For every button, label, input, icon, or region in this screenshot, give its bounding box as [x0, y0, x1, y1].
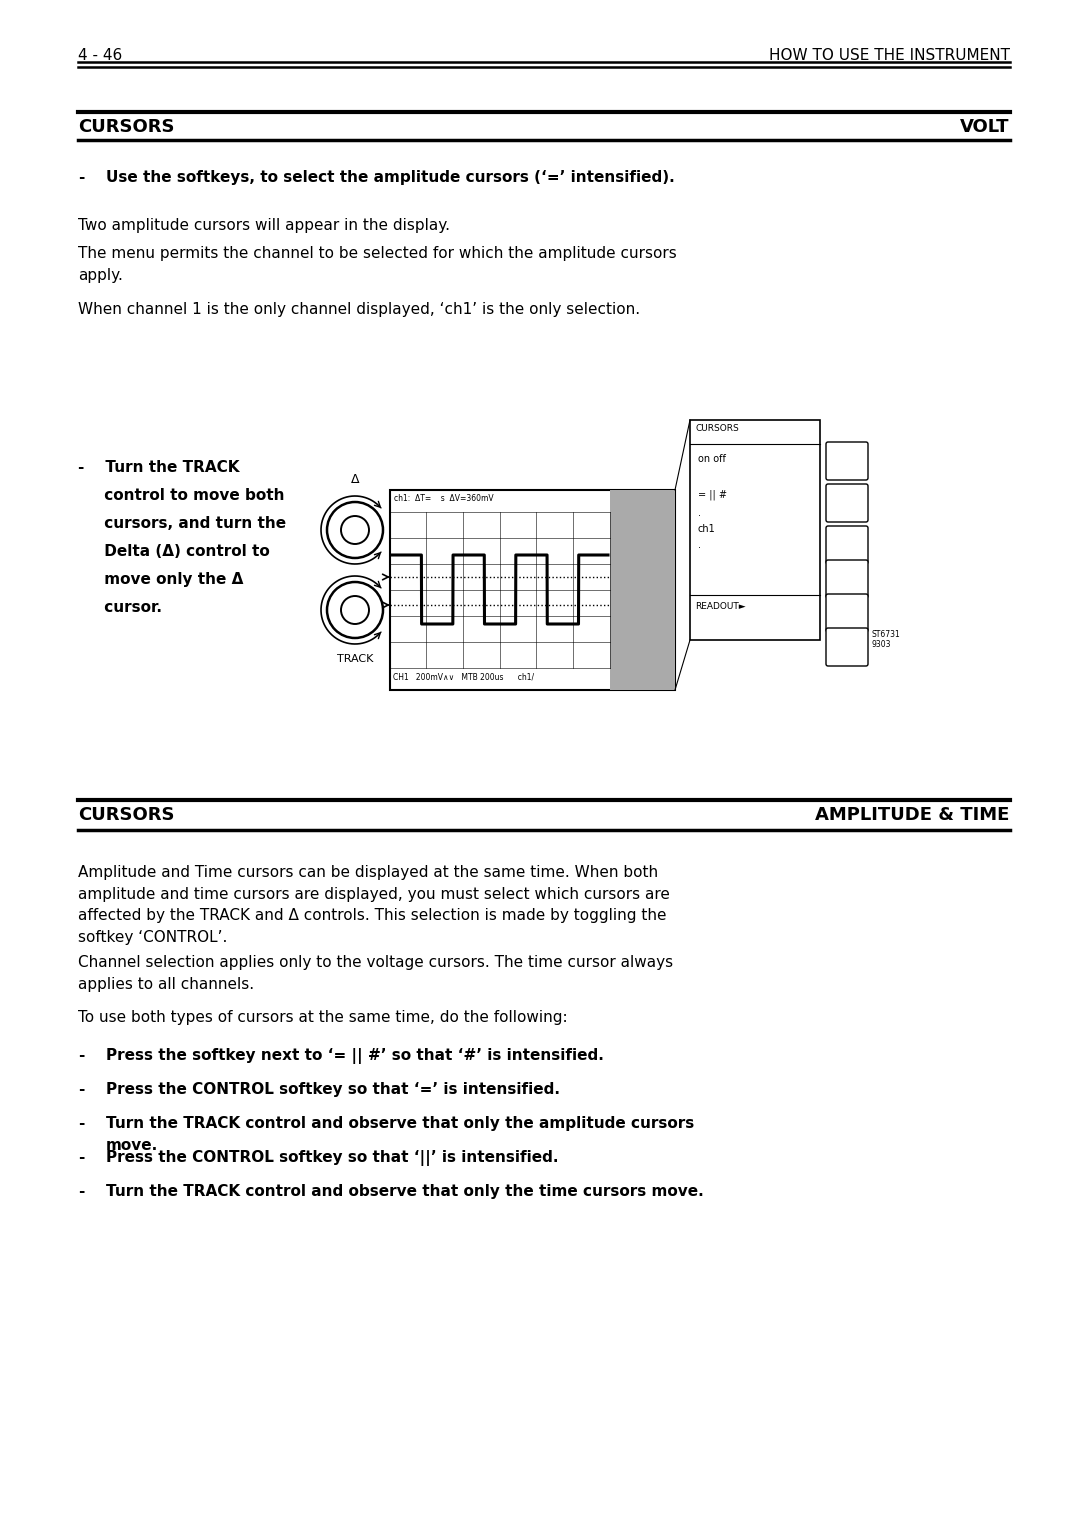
Text: -: -: [78, 1116, 84, 1131]
Text: = || #: = || #: [698, 489, 727, 500]
Text: The menu permits the channel to be selected for which the amplitude cursors
appl: The menu permits the channel to be selec…: [78, 246, 676, 283]
Bar: [690, 420, 820, 641]
Text: 4 - 46: 4 - 46: [78, 47, 122, 63]
Text: move only the Δ: move only the Δ: [78, 572, 243, 587]
Text: -: -: [78, 1150, 84, 1165]
Text: Turn the TRACK control and observe that only the amplitude cursors: Turn the TRACK control and observe that …: [106, 1116, 694, 1131]
Text: Two amplitude cursors will appear in the display.: Two amplitude cursors will appear in the…: [78, 219, 449, 232]
Text: ch1: ch1: [698, 524, 716, 534]
Text: cursors, and turn the: cursors, and turn the: [78, 515, 286, 531]
Text: CURSORS: CURSORS: [78, 806, 174, 824]
Text: Press the CONTROL softkey so that ‘=’ is intensified.: Press the CONTROL softkey so that ‘=’ is…: [106, 1083, 559, 1096]
Text: Δ: Δ: [351, 472, 360, 486]
Text: cursor.: cursor.: [78, 599, 162, 615]
Text: Use the softkeys, to select the amplitude cursors (‘=’ intensified).: Use the softkeys, to select the amplitud…: [106, 170, 675, 185]
Text: CURSORS: CURSORS: [696, 424, 739, 433]
Text: Channel selection applies only to the voltage cursors. The time cursor always
ap: Channel selection applies only to the vo…: [78, 956, 673, 992]
Bar: [390, 489, 675, 690]
Text: -    Turn the TRACK: - Turn the TRACK: [78, 460, 240, 476]
Text: on off: on off: [698, 454, 726, 463]
FancyBboxPatch shape: [826, 526, 868, 564]
Text: ch1:  ΔT=    s  ΔV=360mV: ch1: ΔT= s ΔV=360mV: [394, 494, 494, 503]
FancyBboxPatch shape: [826, 485, 868, 521]
Text: Press the softkey next to ‘= || #’ so that ‘#’ is intensified.: Press the softkey next to ‘= || #’ so th…: [106, 1047, 604, 1064]
Text: -: -: [78, 170, 84, 185]
Text: Delta (Δ) control to: Delta (Δ) control to: [78, 544, 270, 560]
FancyBboxPatch shape: [826, 560, 868, 598]
Text: CH1   200mV∧∨   MTB 200us      ch1/: CH1 200mV∧∨ MTB 200us ch1/: [393, 673, 535, 680]
Text: AMPLITUDE & TIME: AMPLITUDE & TIME: [815, 806, 1010, 824]
Text: VOLT: VOLT: [960, 118, 1010, 136]
Text: READOUT►: READOUT►: [696, 602, 745, 612]
Text: When channel 1 is the only channel displayed, ‘ch1’ is the only selection.: When channel 1 is the only channel displ…: [78, 303, 639, 317]
Text: To use both types of cursors at the same time, do the following:: To use both types of cursors at the same…: [78, 1011, 567, 1024]
Text: Press the CONTROL softkey so that ‘||’ is intensified.: Press the CONTROL softkey so that ‘||’ i…: [106, 1150, 558, 1167]
FancyBboxPatch shape: [826, 442, 868, 480]
Text: TRACK: TRACK: [337, 654, 374, 664]
Text: .: .: [698, 540, 701, 550]
Text: -: -: [78, 1083, 84, 1096]
Text: Amplitude and Time cursors can be displayed at the same time. When both
amplitud: Amplitude and Time cursors can be displa…: [78, 865, 670, 945]
Text: move.: move.: [106, 1138, 158, 1153]
Text: HOW TO USE THE INSTRUMENT: HOW TO USE THE INSTRUMENT: [769, 47, 1010, 63]
FancyBboxPatch shape: [826, 628, 868, 667]
Bar: [610, 489, 675, 690]
Text: -: -: [78, 1183, 84, 1199]
Text: CURSORS: CURSORS: [78, 118, 174, 136]
Text: -: -: [78, 1047, 84, 1063]
Text: ST6731
9303: ST6731 9303: [870, 630, 900, 650]
FancyBboxPatch shape: [826, 593, 868, 631]
Text: control to move both: control to move both: [78, 488, 284, 503]
Text: .: .: [698, 508, 701, 518]
Text: Turn the TRACK control and observe that only the time cursors move.: Turn the TRACK control and observe that …: [106, 1183, 703, 1199]
